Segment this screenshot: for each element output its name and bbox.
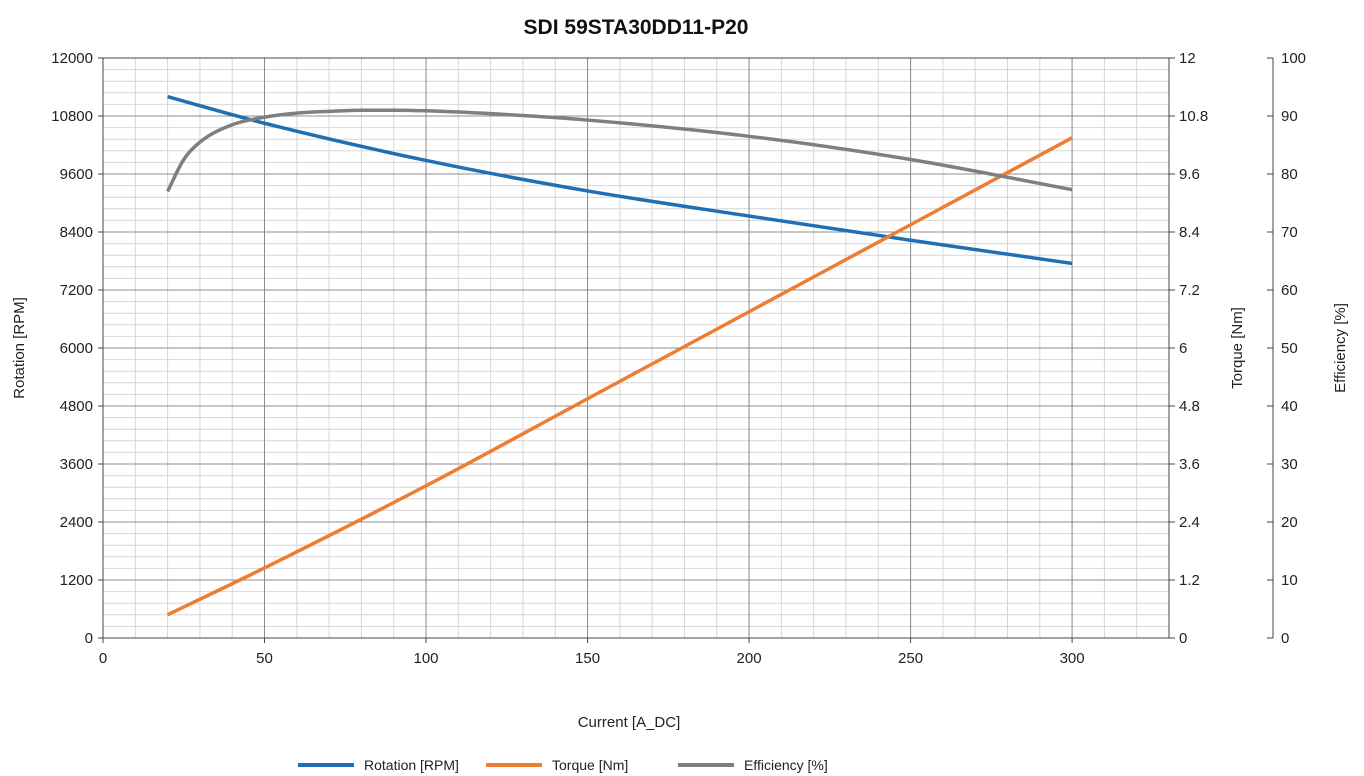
legend-label: Torque [Nm] <box>552 757 628 773</box>
x-tick-label: 100 <box>414 650 439 667</box>
y-right2-tick-label: 50 <box>1281 340 1298 357</box>
series-line-efficiency <box>166 108 1073 193</box>
y-right1-tick-label: 10.8 <box>1179 108 1208 125</box>
y-right1-tick-label: 0 <box>1179 630 1187 647</box>
series-line-rotation <box>167 94 1073 266</box>
y-right2-tick-label: 100 <box>1281 50 1306 67</box>
chart-title: SDI 59STA30DD11-P20 <box>524 16 749 39</box>
y-right1-tick-label: 9.6 <box>1179 166 1200 183</box>
y-left-axis-ticks: 0 1200 2400 3600 4800 6000 7200 8400 9600 10800 12… <box>51 50 103 647</box>
series-layer <box>166 94 1073 617</box>
y-right2-tick-label: 10 <box>1281 572 1298 589</box>
y-right1-tick-label: 6 <box>1179 340 1187 357</box>
y-right2-tick-label: 30 <box>1281 456 1298 473</box>
y-left-tick-label: 3600 <box>60 456 93 473</box>
y-right1-axis-ticks: 0 1.2 2.4 3.6 4.8 6 7.2 8.4 9.6 10.8 12 <box>1169 50 1208 647</box>
y-right2-tick-label: 80 <box>1281 166 1298 183</box>
y-right1-tick-label: 8.4 <box>1179 224 1200 241</box>
y-right2-tick-label: 90 <box>1281 108 1298 125</box>
y-left-tick-label: 1200 <box>60 572 93 589</box>
y-right1-tick-label: 7.2 <box>1179 282 1200 299</box>
x-tick-label: 200 <box>737 650 762 667</box>
y-right2-axis-label: Efficiency [%] <box>1332 303 1349 393</box>
y-right2-axis-ticks: 0 10 20 30 40 50 60 70 80 90 100 <box>1267 50 1306 647</box>
x-tick-label: 250 <box>898 650 923 667</box>
x-tick-label: 300 <box>1060 650 1085 667</box>
x-axis-ticks: 0 50 100 150 200 250 300 <box>99 638 1085 667</box>
x-tick-label: 0 <box>99 650 107 667</box>
y-left-tick-label: 7200 <box>60 282 93 299</box>
legend: Rotation [RPM] Torque [Nm] Efficiency [%] <box>298 757 828 773</box>
y-right1-tick-label: 2.4 <box>1179 514 1200 531</box>
series-line-torque <box>166 136 1073 617</box>
legend-item-torque: Torque [Nm] <box>486 757 628 773</box>
y-right1-tick-label: 3.6 <box>1179 456 1200 473</box>
y-right2-tick-label: 40 <box>1281 398 1298 415</box>
y-right2-tick-label: 0 <box>1281 630 1289 647</box>
legend-item-efficiency: Efficiency [%] <box>678 757 828 773</box>
y-right1-tick-label: 1.2 <box>1179 572 1200 589</box>
major-grid <box>102 57 1169 639</box>
y-right1-tick-label: 12 <box>1179 50 1196 67</box>
y-right1-axis-label: Torque [Nm] <box>1229 307 1246 389</box>
y-left-tick-label: 6000 <box>60 340 93 357</box>
y-left-tick-label: 10800 <box>51 108 93 125</box>
legend-item-rotation: Rotation [RPM] <box>298 757 459 773</box>
legend-label: Efficiency [%] <box>744 757 828 773</box>
legend-label: Rotation [RPM] <box>364 757 459 773</box>
y-right2-tick-label: 20 <box>1281 514 1298 531</box>
y-left-tick-label: 12000 <box>51 50 93 67</box>
y-left-tick-label: 9600 <box>60 166 93 183</box>
y-right2-tick-label: 60 <box>1281 282 1298 299</box>
x-axis-label: Current [A_DC] <box>578 714 681 731</box>
y-left-tick-label: 0 <box>85 630 93 647</box>
y-right1-tick-label: 4.8 <box>1179 398 1200 415</box>
y-left-tick-label: 4800 <box>60 398 93 415</box>
x-tick-label: 50 <box>256 650 273 667</box>
y-left-tick-label: 2400 <box>60 514 93 531</box>
y-right2-tick-label: 70 <box>1281 224 1298 241</box>
x-tick-label: 150 <box>575 650 600 667</box>
y-left-tick-label: 8400 <box>60 224 93 241</box>
y-left-axis-label: Rotation [RPM] <box>11 297 28 399</box>
